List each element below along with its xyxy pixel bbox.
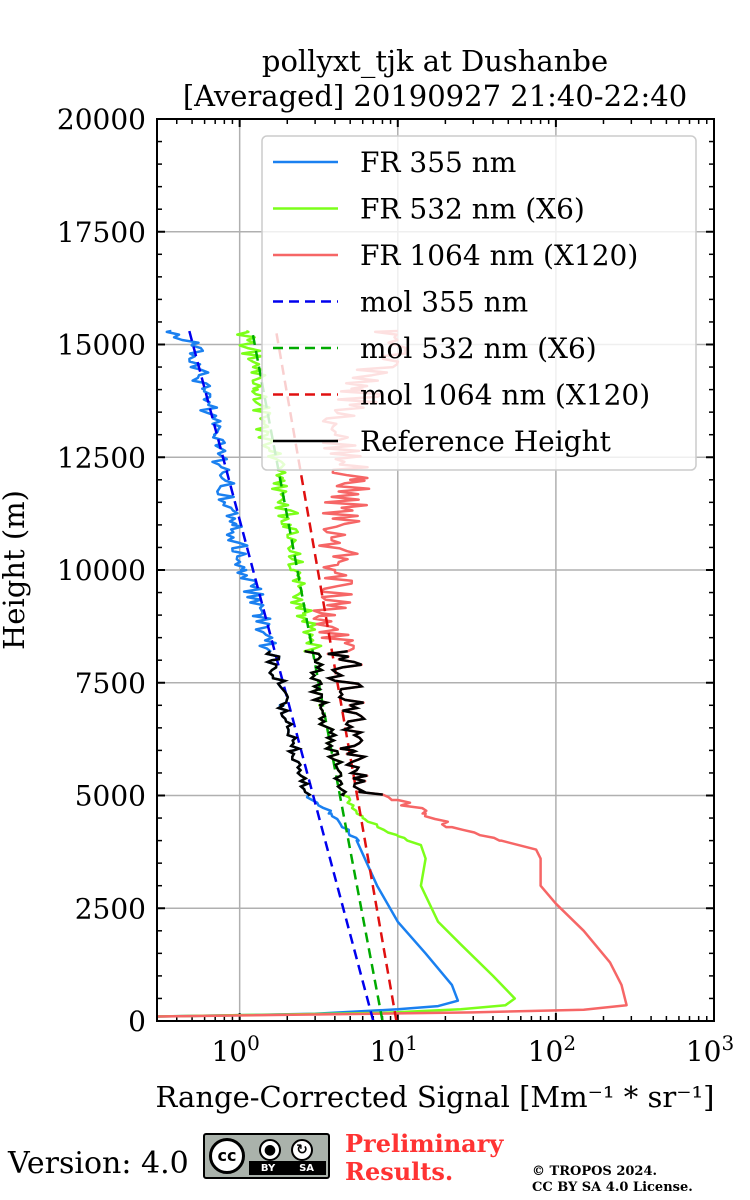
by-person-icon: ● <box>259 1139 281 1161</box>
y-tick-label: 2500 <box>75 892 146 925</box>
legend-label-4: mol 532 nm (X6) <box>360 332 597 365</box>
x-tick-label: 103 <box>686 1031 734 1068</box>
y-tick-label: 7500 <box>75 667 146 700</box>
legend-label-2: FR 1064 nm (X120) <box>360 239 638 272</box>
y-tick-label: 12500 <box>57 441 146 474</box>
legend-label-0: FR 355 nm <box>360 146 516 179</box>
x-axis-label: Range-Corrected Signal [Mm⁻¹ * sr⁻¹] <box>156 1080 715 1114</box>
x-tick-label: 100 <box>211 1031 259 1068</box>
plot-frame <box>156 118 715 1022</box>
legend-label-1: FR 532 nm (X6) <box>360 193 585 226</box>
cc-by-label: BY <box>260 1162 276 1174</box>
legend-label-5: mol 1064 nm (X120) <box>360 379 650 412</box>
version-label: Version: 4.0 <box>8 1146 189 1181</box>
legend: FR 355 nm FR 532 nm (X6) FR 1064 nm (X120)… <box>261 135 697 471</box>
series-line-3 <box>188 330 375 1022</box>
legend-label-6: Reference Height <box>360 425 612 458</box>
chart-title-line2: [Averaged] 20190927 21:40-22:40 <box>183 79 687 113</box>
x-tick-label: 101 <box>370 1031 418 1068</box>
reference-height-line-0 <box>263 650 312 797</box>
cc-icon: cc <box>209 1138 245 1174</box>
copyright-label: © TROPOS 2024. <box>532 1164 658 1179</box>
reference-height-line-2 <box>324 649 383 796</box>
axis-ticks: 100 101 102 103 0 2500 5000 7500 10000 12500 15000… <box>57 103 734 1068</box>
y-axis-label: Height (m) <box>0 490 31 650</box>
preliminary-label: Preliminary <box>345 1129 504 1158</box>
cc-license-badge: cc ● ↻ BY SA <box>203 1133 330 1179</box>
results-label: Results. <box>345 1157 454 1186</box>
copyright-note: © TROPOS 2024. CC BY SA 4.0 License. <box>532 1164 693 1196</box>
y-tick-label: 5000 <box>75 780 146 813</box>
y-tick-label: 20000 <box>57 103 146 136</box>
cc-strip: BY SA <box>249 1161 326 1175</box>
chart-title-line1: pollyxt_tjk at Dushanbe <box>262 44 608 79</box>
legend-label-3: mol 355 nm <box>360 286 528 319</box>
preliminary-note: Preliminary Results. <box>345 1130 503 1186</box>
y-tick-label: 0 <box>128 1005 146 1038</box>
y-tick-label: 17500 <box>57 216 146 249</box>
cc-sa-label: SA <box>299 1162 315 1174</box>
chart: pollyxt_tjk at Dushanbe [Averaged] 20190… <box>0 44 734 1114</box>
sa-share-icon: ↻ <box>291 1139 313 1161</box>
y-tick-label: 15000 <box>57 329 146 362</box>
x-tick-label: 102 <box>528 1031 576 1068</box>
reference-height-line-1 <box>304 649 348 797</box>
license-label: CC BY SA 4.0 License. <box>532 1180 693 1195</box>
legend-box <box>261 135 697 471</box>
y-tick-label: 10000 <box>57 554 146 587</box>
reference-height-group <box>263 649 383 797</box>
